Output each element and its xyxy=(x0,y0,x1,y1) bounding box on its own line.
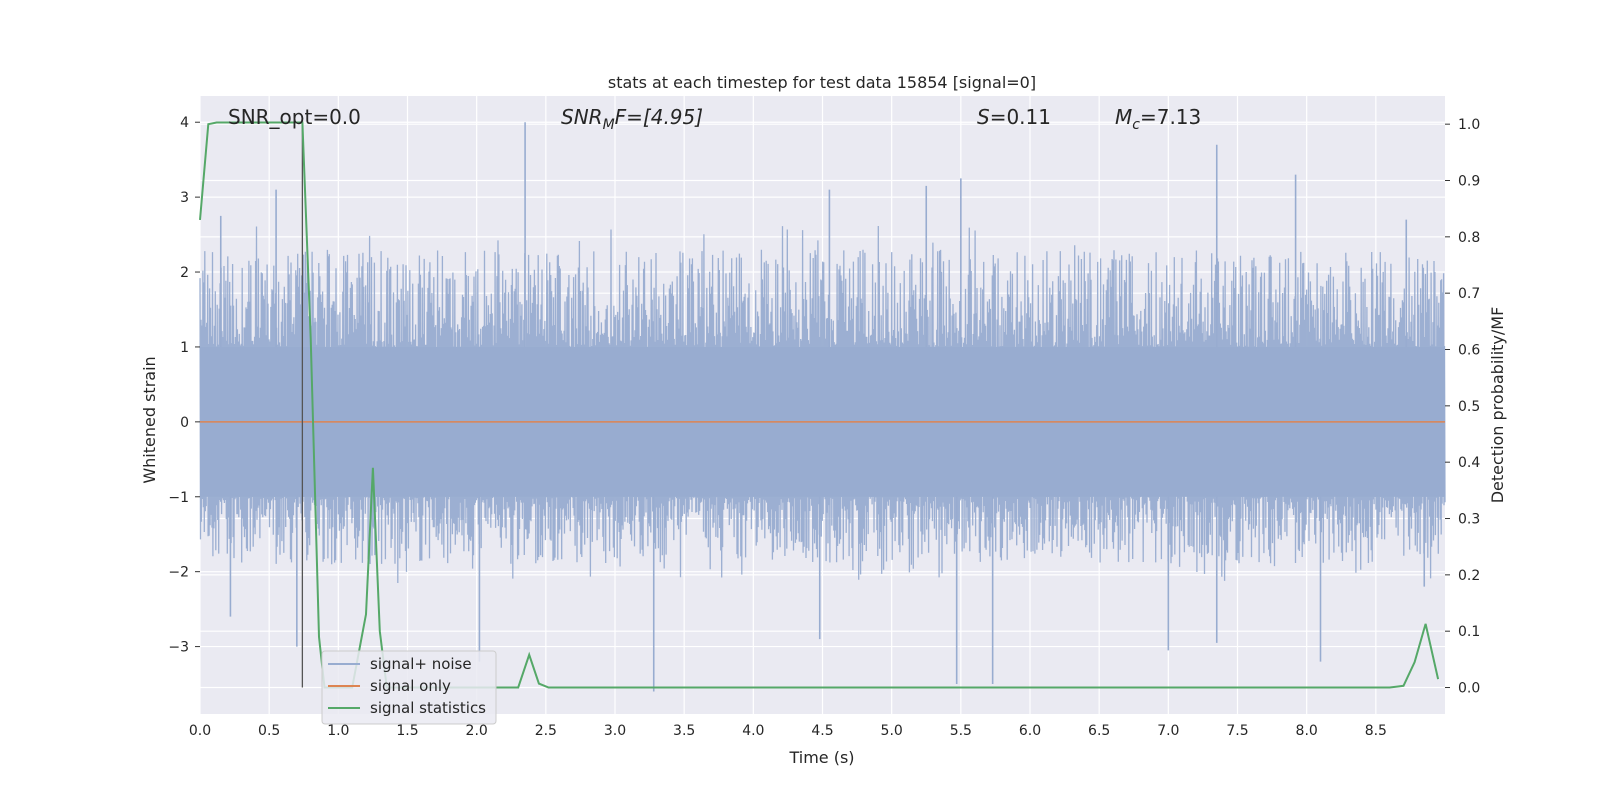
x-tick-label: 5.5 xyxy=(950,723,972,739)
x-tick-label: 4.0 xyxy=(742,723,764,739)
x-tick-label: 0.5 xyxy=(258,723,280,739)
x-tick-label: 0.0 xyxy=(189,723,211,739)
x-tick-label: 6.0 xyxy=(1019,723,1041,739)
chart-title: stats at each timestep for test data 158… xyxy=(608,73,1036,92)
legend-box xyxy=(321,650,497,725)
x-tick-label: 5.0 xyxy=(881,723,903,739)
legend-label-noise: signal+ noise xyxy=(370,655,472,673)
annotation-snr-mf-rest: F=[4.95] xyxy=(615,105,703,129)
annotation-mc-rest: =7.13 xyxy=(1140,105,1201,129)
x-tick-label: 8.0 xyxy=(1296,723,1318,739)
annotation-snr-mf-label: SNR xyxy=(561,105,603,129)
y2-axis-label: Detection probability/MF xyxy=(1488,307,1507,504)
x-tick-label: 3.0 xyxy=(604,723,626,739)
annotation-snr-mf-sub: M xyxy=(603,117,615,133)
annotation-mc: Mc=7.13 xyxy=(1115,105,1201,133)
legend-label-statistics: signal statistics xyxy=(370,699,486,717)
x-axis-label: Time (s) xyxy=(788,748,854,767)
annotation-s-rest: =0.11 xyxy=(990,105,1051,129)
tick-layer: 0.0 0.5 1.0 1.5 2.0 2.5 3.0 3.5 4.0 4.5 5.0 5.5 6.0 6… xyxy=(168,115,1480,739)
y2-tick-label: 0.6 xyxy=(1458,343,1480,359)
annotation-mc-label: M xyxy=(1115,105,1132,129)
y2-tick-label: 0.3 xyxy=(1458,512,1480,528)
legend-label-signal: signal only xyxy=(370,677,451,695)
x-tick-label: 2.0 xyxy=(466,723,488,739)
annotation-snr-mf: SNRMF=[4.95] xyxy=(561,105,703,133)
y-axis-label: Whitened strain xyxy=(140,356,159,483)
y-tick-label: 4 xyxy=(180,115,189,131)
x-tick-label: 1.0 xyxy=(327,723,349,739)
annotation-s: S=0.11 xyxy=(977,105,1051,129)
x-tick-label: 1.5 xyxy=(396,723,418,739)
y-tick-label: 2 xyxy=(180,265,189,281)
legend: signal+ noise signal only signal statist… xyxy=(321,650,497,725)
y2-tick-label: 0.0 xyxy=(1458,681,1480,697)
y-tick-label: 0 xyxy=(180,415,189,431)
y2-tick-label: 0.2 xyxy=(1458,568,1480,584)
y2-tick-label: 0.7 xyxy=(1458,286,1480,302)
annotation-s-label: S xyxy=(977,105,990,129)
x-tick-label: 4.5 xyxy=(811,723,833,739)
x-tick-label: 3.5 xyxy=(673,723,695,739)
y-tick-label: −1 xyxy=(168,490,189,506)
y-tick-label: 3 xyxy=(180,190,189,206)
x-tick-label: 8.5 xyxy=(1365,723,1387,739)
y2-tick-label: 1.0 xyxy=(1458,117,1480,133)
x-tick-label: 6.5 xyxy=(1088,723,1110,739)
y2-tick-label: 0.8 xyxy=(1458,230,1480,246)
y-tick-label: −3 xyxy=(168,640,189,656)
y-tick-label: 1 xyxy=(180,340,189,356)
x-tick-label: 2.5 xyxy=(535,723,557,739)
x-tick-label: 7.0 xyxy=(1157,723,1179,739)
annotation-mc-sub: c xyxy=(1132,117,1140,133)
x-tick-label: 7.5 xyxy=(1226,723,1248,739)
y2-tick-label: 0.1 xyxy=(1458,624,1480,640)
y2-tick-label: 0.5 xyxy=(1458,399,1480,415)
y2-tick-label: 0.9 xyxy=(1458,174,1480,190)
y2-tick-label: 0.4 xyxy=(1458,455,1480,471)
annotation-snr-opt: SNR_opt=0.0 xyxy=(228,105,361,129)
y-tick-label: −2 xyxy=(168,565,189,581)
